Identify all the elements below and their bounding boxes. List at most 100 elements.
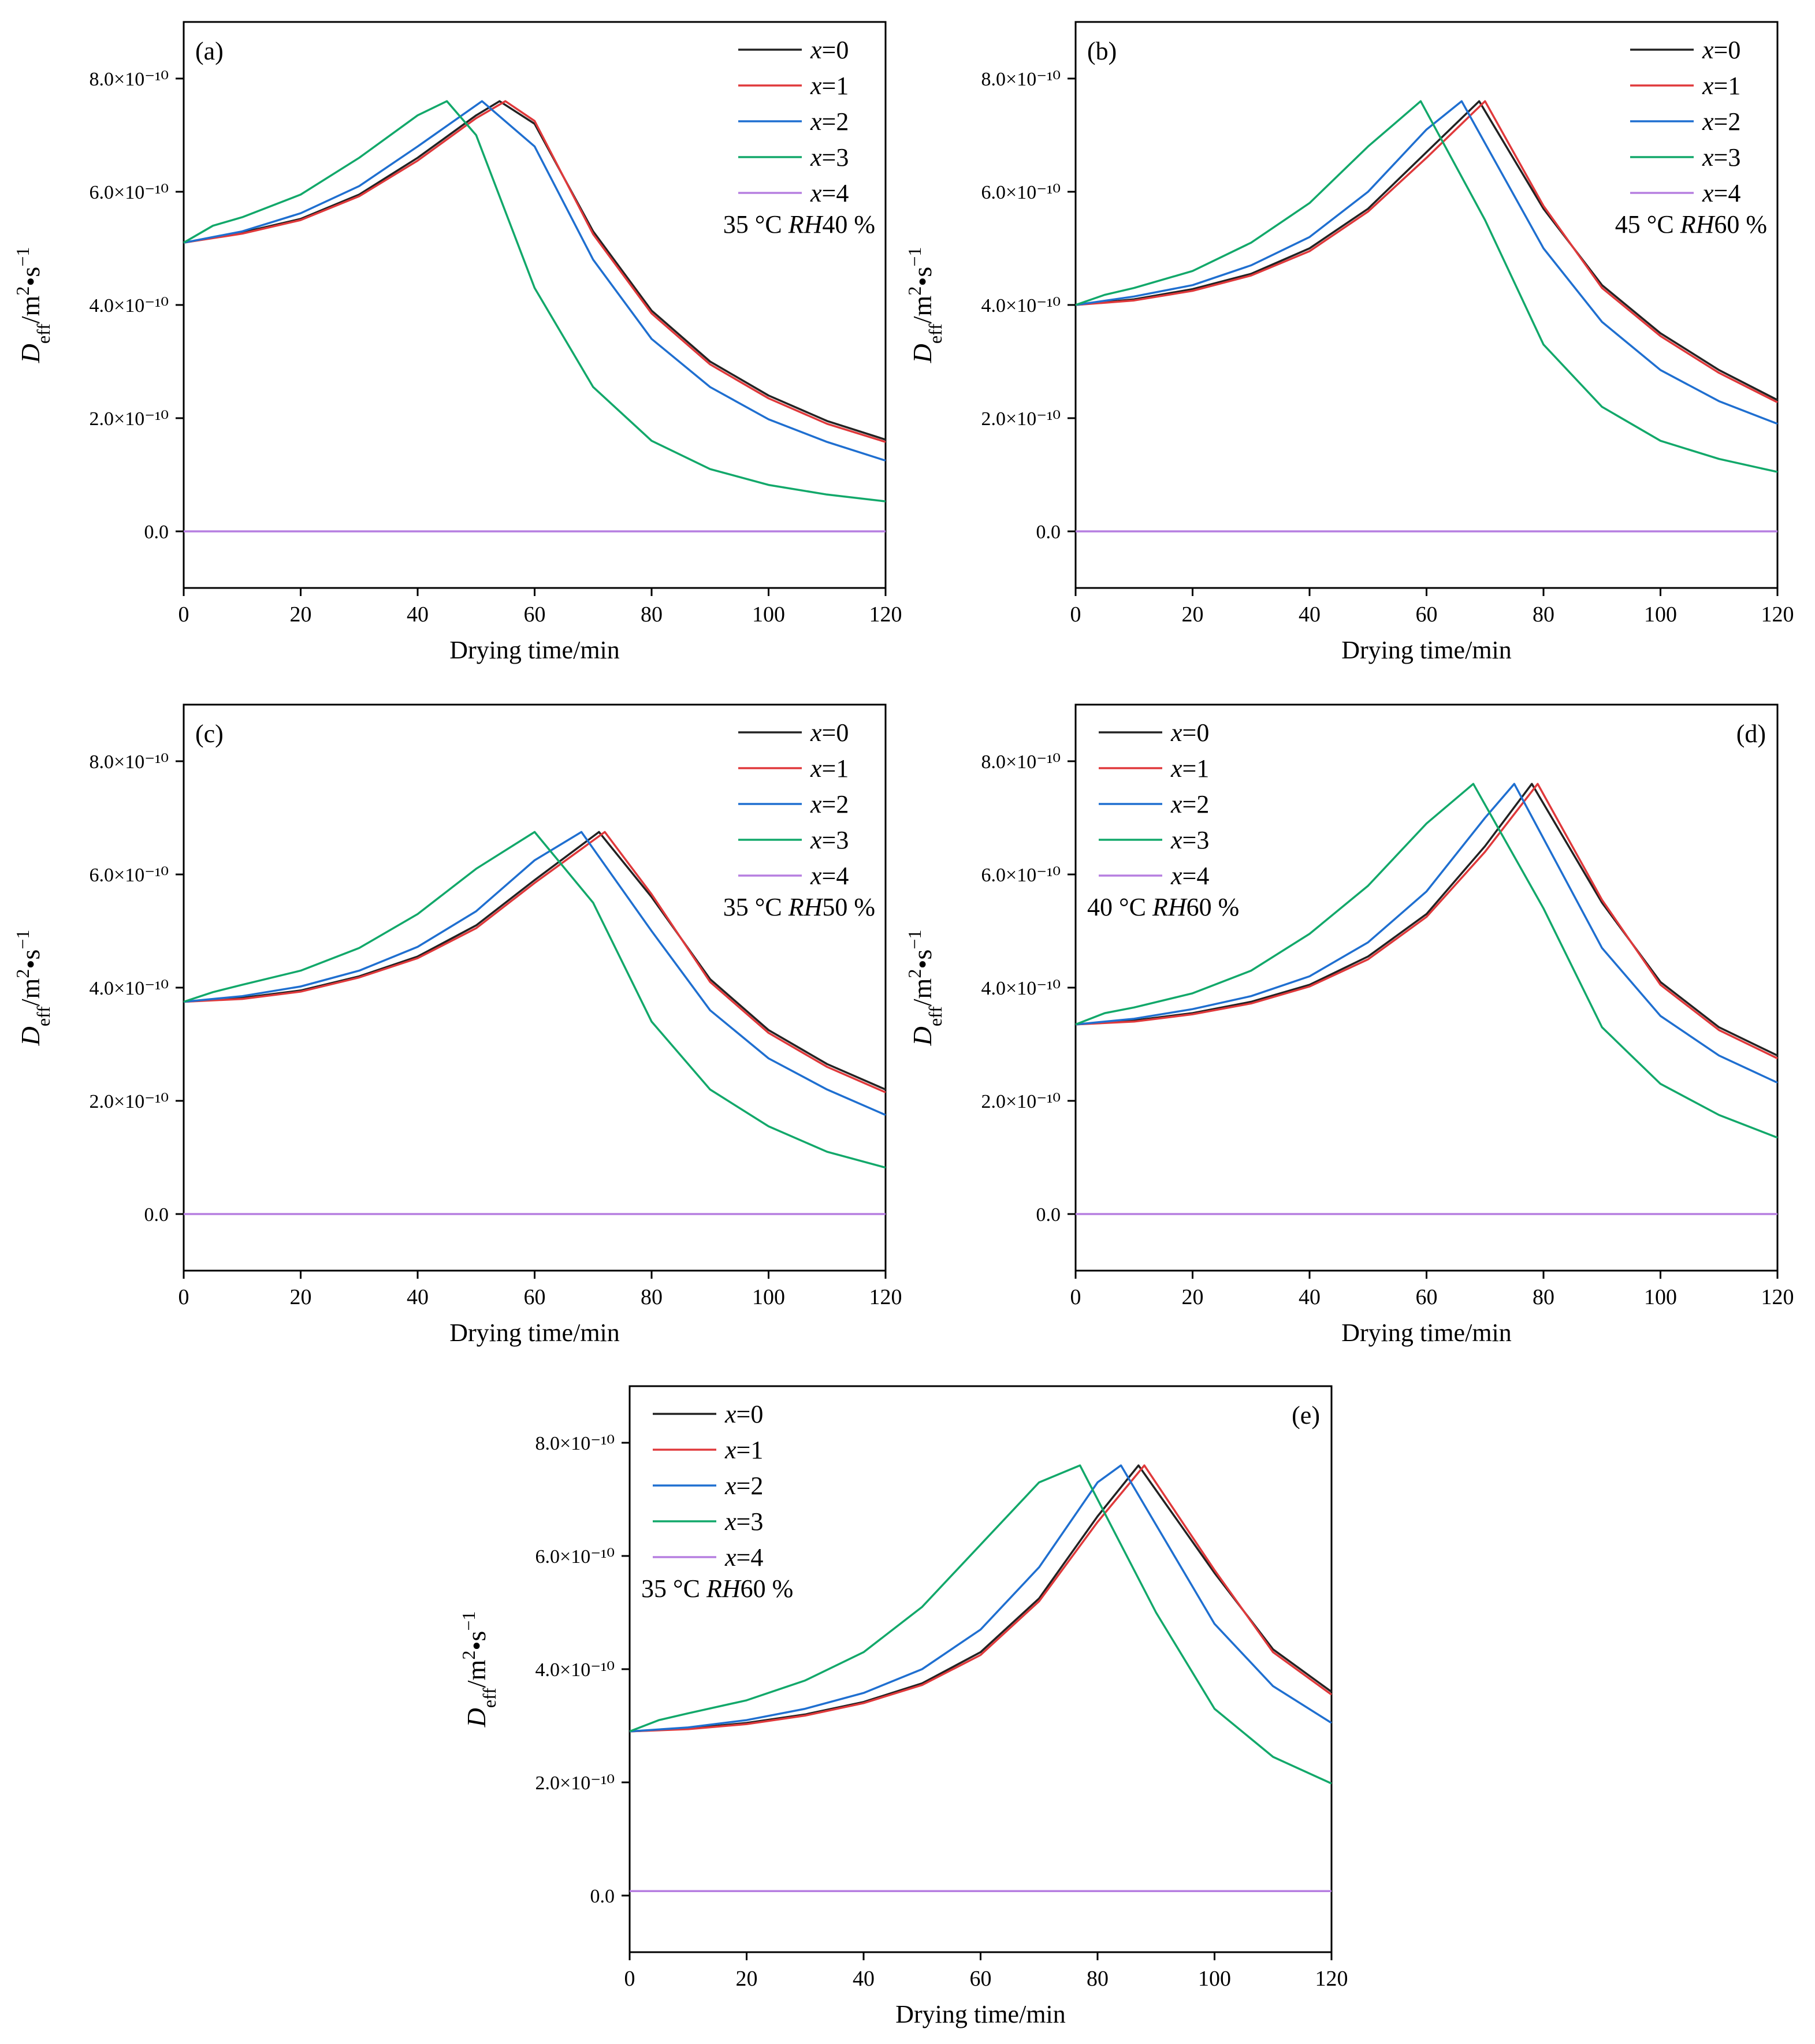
y-tick-label: 6.0×10⁻¹⁰ [535,1546,615,1568]
x-tick-label: 120 [1761,602,1794,627]
x-tick-label: 80 [1533,1285,1554,1309]
x-tick-label: 0 [178,602,189,627]
y-tick-label: 4.0×10⁻¹⁰ [981,295,1061,317]
y-tick-label: 8.0×10⁻¹⁰ [981,751,1061,773]
legend-label-x3: x=3 [810,143,849,172]
chart-panel-d: 0 20 40 60 80 100 120 0.0 2.0×10⁻¹⁰ 4.0×10⁻¹⁰ 6.0×… [904,703,1794,1347]
x-tick-label: 80 [1533,602,1554,627]
legend-label-x1: x=1 [810,754,849,783]
legend-label-x3: x=3 [724,1507,763,1536]
condition-annotation: 35 °C RH50 % [723,893,875,921]
y-tick-label: 6.0×10⁻¹⁰ [981,865,1061,886]
series-line-x0 [629,1464,1333,1733]
plot-frame [183,21,887,589]
series-line-x3 [1075,100,1778,473]
series-line-x2 [1075,783,1778,1084]
y-tick-label: 0.0 [1036,1204,1061,1226]
series-line-x3 [183,831,886,1169]
panel-label: (c) [195,720,224,748]
legend-label-x1: x=1 [810,72,849,100]
y-tick-label: 6.0×10⁻¹⁰ [981,182,1061,203]
legend-label-x4: x=4 [1170,862,1209,890]
x-tick-label: 60 [970,1967,992,1991]
x-tick-label: 120 [869,1285,902,1309]
series-line-x0 [1075,100,1778,401]
y-tick-label: 2.0×10⁻¹⁰ [981,408,1061,430]
legend-label-x0: x=0 [810,36,849,64]
x-tick-label: 100 [1644,1285,1677,1309]
y-tick-label: 4.0×10⁻¹⁰ [981,978,1061,999]
y-tick-label: 4.0×10⁻¹⁰ [90,295,169,317]
series-line-x1 [1075,783,1778,1060]
y-axis-label: Deff/m2•s−1 [458,1611,500,1728]
series-line-x1 [629,1464,1333,1733]
legend-label-x3: x=3 [810,826,849,854]
y-tick-label: 2.0×10⁻¹⁰ [90,408,169,430]
legend-label-x3: x=3 [1170,826,1209,854]
legend-label-x3: x=3 [1702,143,1740,172]
x-tick-label: 80 [1087,1967,1109,1991]
legend-label-x1: x=1 [1170,754,1209,783]
y-tick-label: 8.0×10⁻¹⁰ [535,1433,615,1454]
x-tick-label: 120 [1761,1285,1794,1309]
legend-label-x1: x=1 [724,1436,763,1464]
legend-label-x0: x=0 [1702,36,1740,64]
legend-label-x4: x=4 [724,1543,763,1572]
x-tick-label: 0 [624,1967,635,1991]
legend-label-x2: x=2 [810,107,849,136]
chart-panel-a: 0 20 40 60 80 100 120 0.0 2.0×10⁻¹⁰ 4.0×10⁻¹⁰ 6.0×… [12,21,902,664]
y-tick-label: 8.0×10⁻¹⁰ [90,69,169,90]
x-axis-label: Drying time/min [1341,1319,1512,1347]
x-tick-label: 100 [1198,1967,1231,1991]
condition-annotation: 45 °C RH60 % [1615,210,1767,239]
x-tick-label: 0 [1070,602,1081,627]
legend-label-x2: x=2 [810,790,849,818]
series-line-x2 [183,831,886,1116]
x-tick-label: 100 [752,1285,785,1309]
series-line-x0 [183,100,886,441]
series-line-x1 [183,831,886,1093]
x-tick-label: 40 [1299,1285,1321,1309]
y-tick-label: 0.0 [144,522,169,543]
x-tick-label: 60 [1416,602,1438,627]
series-line-x2 [183,100,886,462]
condition-annotation: 35 °C RH60 % [641,1574,793,1603]
x-tick-label: 80 [641,602,663,627]
x-tick-label: 20 [1182,1285,1204,1309]
chart-panel-e: 0 20 40 60 80 100 120 0.0 2.0×10⁻¹⁰ 4.0×10⁻¹⁰ 6.0×… [458,1385,1348,2028]
legend-label-x2: x=2 [1702,107,1740,136]
x-tick-label: 120 [1315,1967,1348,1991]
legend-label-x1: x=1 [1702,72,1740,100]
y-tick-label: 2.0×10⁻¹⁰ [535,1773,615,1794]
series-line-x1 [1075,100,1778,404]
legend-label-x4: x=4 [1702,179,1740,207]
x-axis-label: Drying time/min [1341,636,1512,664]
x-tick-label: 20 [1182,602,1204,627]
x-tick-label: 60 [1416,1285,1438,1309]
series-line-x2 [629,1464,1332,1733]
series-line-x0 [183,831,886,1091]
legend-label-x4: x=4 [810,862,849,890]
x-tick-label: 60 [524,1285,546,1309]
y-tick-label: 2.0×10⁻¹⁰ [90,1091,169,1112]
y-tick-label: 8.0×10⁻¹⁰ [90,751,169,773]
y-tick-label: 6.0×10⁻¹⁰ [90,182,169,203]
panel-label: (d) [1736,720,1766,748]
y-tick-label: 0.0 [1036,522,1061,543]
series-line-x3 [183,100,886,502]
x-axis-label: Drying time/min [895,2000,1066,2028]
y-tick-label: 0.0 [144,1204,169,1226]
legend-label-x4: x=4 [810,179,849,207]
y-axis-label: Deff/m2•s−1 [12,930,54,1047]
y-axis-label: Deff/m2•s−1 [904,930,946,1047]
series-line-x3 [1075,783,1778,1139]
chart-panel-b: 0 20 40 60 80 100 120 0.0 2.0×10⁻¹⁰ 4.0×10⁻¹⁰ 6.0×… [904,21,1794,664]
panel-label: (e) [1292,1401,1320,1429]
y-tick-label: 6.0×10⁻¹⁰ [90,865,169,886]
x-tick-label: 40 [853,1967,875,1991]
condition-annotation: 35 °C RH40 % [723,210,875,239]
x-tick-label: 20 [736,1967,758,1991]
series-line-x1 [183,100,886,443]
y-tick-label: 2.0×10⁻¹⁰ [981,1091,1061,1112]
x-tick-label: 40 [1299,602,1321,627]
